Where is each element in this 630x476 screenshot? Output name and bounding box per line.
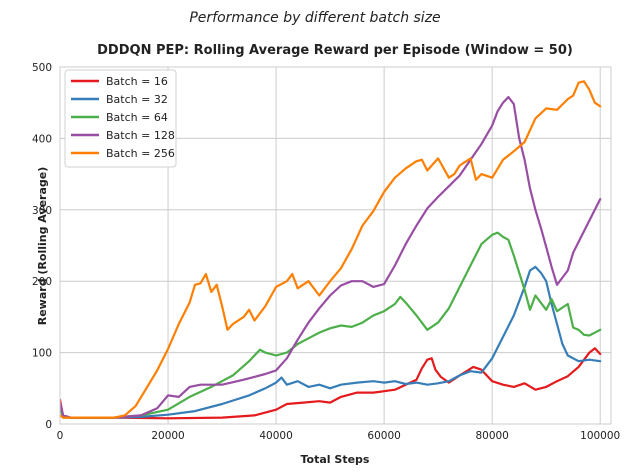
x-tick-label: 80000 — [475, 430, 508, 442]
legend-label: Batch = 256 — [106, 147, 175, 160]
tick-labels: 0 20000 40000 60000 80000 100000 0 100 200 300 400… — [32, 62, 620, 442]
y-tick-label: 500 — [32, 62, 52, 74]
x-tick-label: 40000 — [259, 430, 292, 442]
x-tick-label: 20000 — [151, 430, 184, 442]
y-tick-label: 100 — [32, 348, 52, 360]
y-tick-label: 400 — [32, 133, 52, 145]
x-axis-label: Total Steps — [301, 453, 370, 466]
chart-suptitle: Performance by different batch size — [189, 10, 440, 26]
legend-label: Batch = 64 — [106, 111, 168, 124]
y-axis-label: Reward (Rolling Average) — [36, 167, 49, 326]
legend-box — [64, 69, 177, 168]
y-tick-label: 300 — [32, 205, 52, 217]
y-tick-label: 0 — [45, 419, 52, 431]
series-line-batch-32 — [60, 265, 602, 419]
legend-label: Batch = 16 — [106, 75, 168, 88]
series-line-batch-256 — [60, 80, 602, 419]
x-tick-label: 100000 — [580, 430, 620, 442]
legend-label: Batch = 128 — [106, 129, 175, 142]
legend-items: Batch = 16 Batch = 32 Batch = 64 Batch = 12… — [71, 75, 175, 160]
x-tick-label: 60000 — [367, 430, 400, 442]
series-line-batch-64 — [60, 231, 602, 419]
chart-title: DDDQN PEP: Rolling Average Reward per Ep… — [97, 43, 573, 58]
legend: Batch = 16 Batch = 32 Batch = 64 Batch = 12… — [64, 69, 177, 168]
x-tick-label: 0 — [57, 430, 64, 442]
series-line-batch-128 — [60, 95, 602, 419]
y-tick-label: 200 — [32, 276, 52, 288]
series-line-batch-16 — [60, 347, 602, 420]
series-lines — [60, 80, 602, 420]
plot-frame — [59, 66, 612, 425]
legend-label: Batch = 32 — [106, 93, 168, 106]
